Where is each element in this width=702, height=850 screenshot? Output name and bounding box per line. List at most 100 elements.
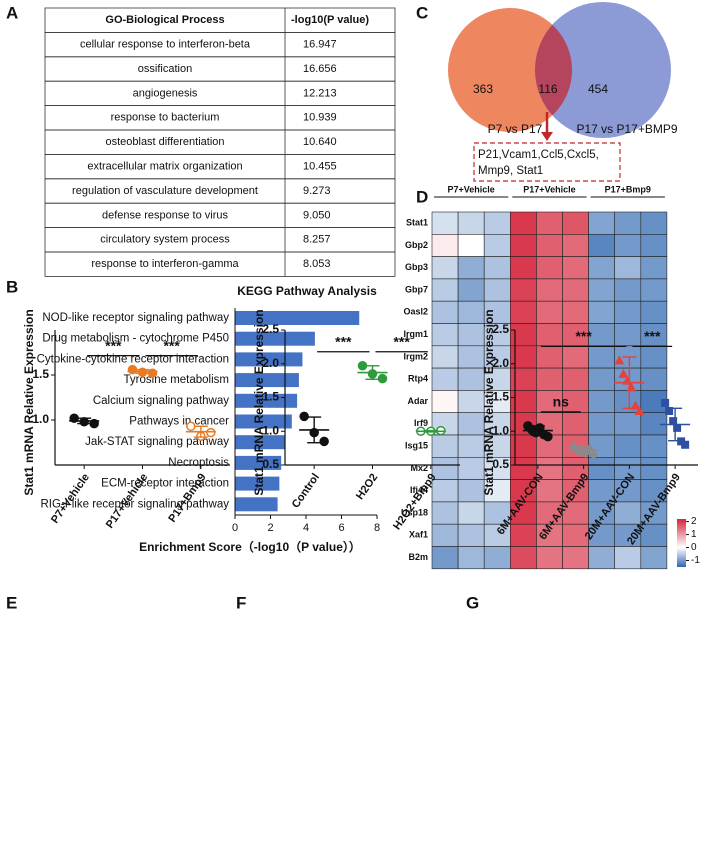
heat-cell [614,234,642,257]
heat-cell [457,479,485,503]
heat-cell [588,456,615,480]
data-point [673,423,682,432]
significance-label: *** [644,328,661,344]
heat-cell [457,546,485,570]
heat-cell [431,546,459,570]
heat-cell [588,412,615,436]
y-axis-label: Stat1 mRNA Relative Expression [22,309,36,495]
heat-cell [536,211,563,235]
y-tick-label: 2.5 [492,322,509,336]
row-label: Isg15 [405,441,428,451]
data-point [127,364,138,375]
table-cell: 9.050 [303,209,331,221]
row-label: Gbp7 [405,284,428,294]
panel-label: D [416,187,428,206]
heat-cell [457,456,485,480]
heat-cell [483,234,511,257]
heat-cell [457,256,485,280]
heat-cell [588,300,615,324]
error-bar [193,425,208,438]
heat-cell [431,523,459,547]
error-bar [77,417,92,425]
significance-label: ns [553,394,570,410]
heat-cell [588,345,615,369]
heat-cell [457,412,485,436]
error-bar [576,445,591,455]
bar [235,331,315,346]
heat-cell [431,479,459,503]
heat-cell [431,456,459,480]
y-tick-label: Cytokine-cytokine receptor interaction [37,353,229,365]
x-tick-label: H2O2 [354,472,380,502]
venn-circle [448,8,572,132]
heat-cell [457,390,485,413]
table-cell: circulatory system process [100,234,230,246]
table-row [44,251,396,277]
y-axis-label: Stat1 mRNA Relative Expression [252,309,266,495]
y-tick-label: Pathways in cancer [129,416,229,428]
y-tick-label: Tyrosine metabolism [124,374,229,386]
y-tick-label: 1.0 [32,412,49,426]
table-cell: angiogenesis [133,87,198,99]
significance-label: *** [393,333,410,349]
table-cell: 16.656 [303,63,337,75]
heat-cell [509,300,537,324]
data-point [681,440,690,449]
table-cell: response to interferon-gamma [91,258,239,270]
heat-cell [614,434,642,458]
heat-cell [614,256,642,280]
group-label: P17+Bmp9 [605,184,651,194]
heat-cell [431,323,459,347]
bar [235,311,360,325]
venn-circle [535,2,671,138]
heat-cell [431,345,459,369]
table-cell: regulation of vasculature development [72,185,258,197]
error-bar [530,425,545,436]
row-label: Rtp4 [408,374,428,384]
row-label: Ifi44 [410,485,428,495]
heat-cell [614,278,642,302]
data-point [319,436,329,447]
bar [235,373,299,388]
table-cell: defense response to virus [102,209,228,221]
heat-cell [536,323,563,347]
heat-cell [536,546,563,570]
heat-cell [640,434,668,458]
heat-cell [536,278,563,302]
heat-cell [640,234,668,257]
heat-cell [536,345,563,369]
y-tick-label: Calcium signaling pathway [93,395,229,407]
heat-cell [431,211,459,235]
significance-label: *** [163,337,180,353]
heat-cell [457,501,485,525]
y-tick-label: 2.0 [262,356,279,370]
y-tick-label: 1.0 [492,423,509,437]
table-cell: osteoblast differentiation [105,136,224,148]
heat-cell [536,300,563,324]
heat-cell [509,546,537,570]
colorbar-tick-label: 1 [691,529,697,540]
y-tick-label: RIG-I-like receptor signaling pathway [40,498,229,510]
heat-cell [431,256,459,280]
row-label: Oasl2 [403,307,428,317]
panel-label: E [6,593,17,612]
table-cell: 9.273 [303,185,331,197]
y-tick-label: ECM-receptor interaction [101,478,229,490]
colorbar-tick-label: 2 [691,516,697,527]
table-row [44,56,396,82]
colorbar-tick-label: 0 [691,542,697,553]
heat-cell [431,501,459,525]
heat-cell [588,256,615,280]
heat-cell [457,211,485,235]
data-point [299,411,309,422]
table-cell: 12.213 [303,87,337,99]
heat-cell [588,390,615,413]
heat-cell [431,234,459,257]
gene-list: Mmp9, Stat1 [478,165,543,177]
data-point [377,373,388,384]
x-tick-label: 4 [303,522,309,534]
heat-cell [562,300,589,324]
heat-cell [640,456,668,480]
bar [235,497,278,512]
